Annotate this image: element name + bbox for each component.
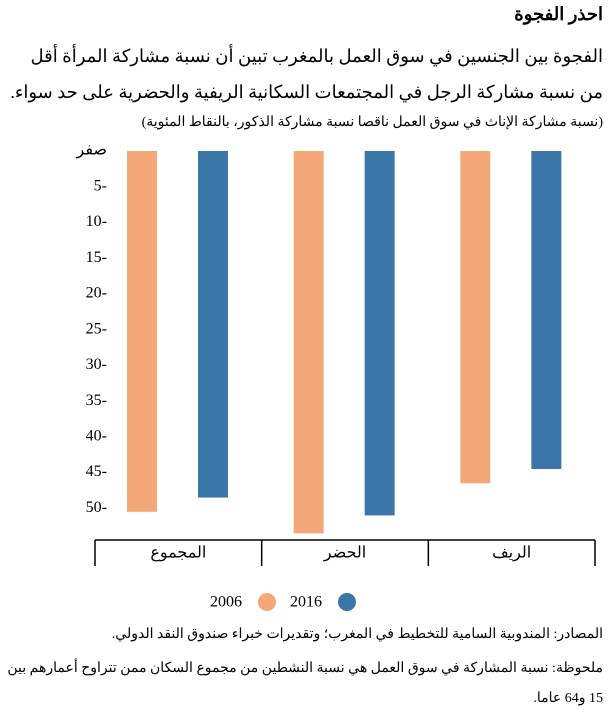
x-tick-label: الريف [492, 545, 531, 562]
chart-title: احذر الفجوة [514, 4, 603, 24]
bar [127, 151, 157, 512]
y-tick-label: صفر [75, 142, 107, 159]
bar [460, 151, 491, 484]
legend-swatch [258, 593, 276, 611]
x-tick-label: الحضر [323, 545, 366, 562]
bar [531, 151, 562, 469]
y-tick-label: 10- [86, 213, 107, 230]
y-tick-label: 20- [86, 285, 107, 302]
legend-swatch [338, 593, 356, 611]
y-tick-label: 40- [86, 427, 107, 444]
x-tick-label: المجموع [150, 545, 206, 562]
y-tick-label: 5- [94, 177, 107, 194]
chart-subtitle: الفجوة بين الجنسين في سوق العمل بالمغرب … [10, 46, 603, 102]
y-tick-label: 50- [86, 499, 107, 516]
sources: المصادر: المندوبية السامية للتخطيط في ال… [111, 627, 603, 642]
legend-label: 2016 [290, 594, 322, 611]
y-tick-label: 35- [86, 392, 107, 409]
y-tick-label: 45- [86, 463, 107, 480]
y-axis-label: (نسبة مشاركة الإناث في سوق العمل ناقصا ن… [141, 115, 603, 130]
bar [364, 151, 395, 516]
y-tick-label: 15- [86, 249, 107, 266]
bar [293, 151, 324, 534]
y-tick-label: 30- [86, 356, 107, 373]
bar [198, 151, 228, 498]
note: ملحوظة: نسبة المشاركة في سوق العمل هي نس… [7, 661, 603, 706]
y-tick-label: 25- [86, 320, 107, 337]
legend-label: 2006 [210, 594, 242, 611]
